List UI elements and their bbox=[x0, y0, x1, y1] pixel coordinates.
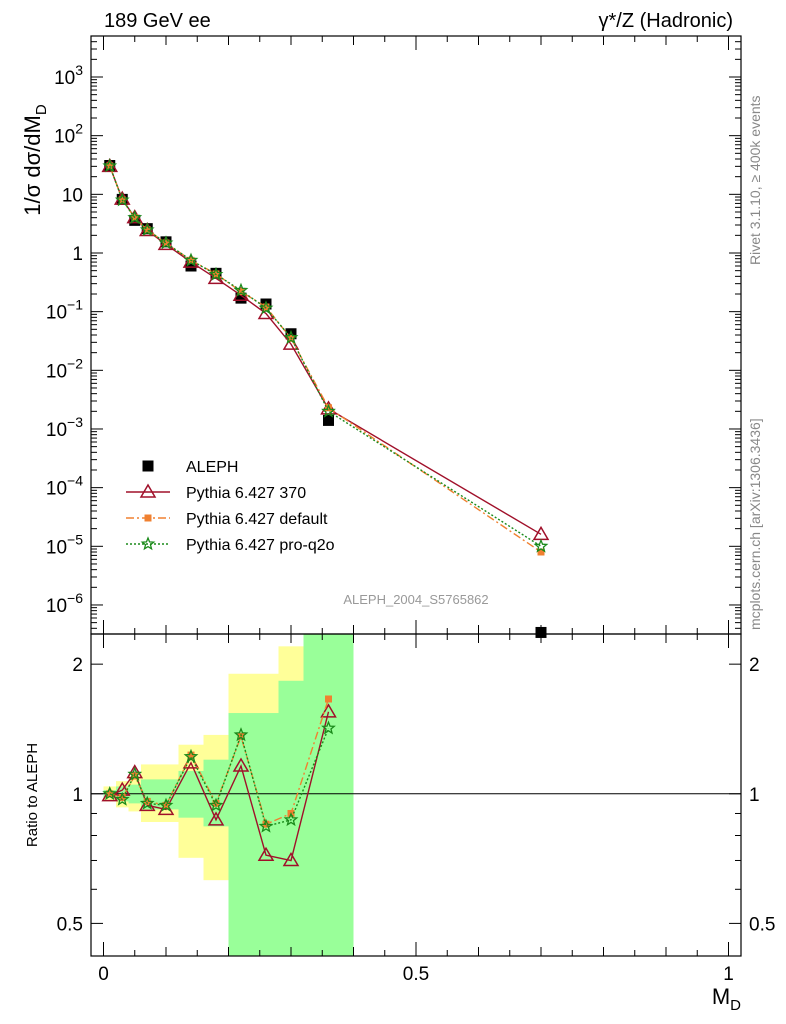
main-y-tick-label: 103 bbox=[54, 62, 83, 89]
ratio-series-2-point bbox=[321, 720, 336, 735]
ratio-band-stat-9 bbox=[303, 633, 354, 957]
main-series-3-point bbox=[139, 222, 155, 237]
ratio-series-1-point bbox=[106, 790, 114, 798]
main-y-axis-label: 1/σ dσ/dMD bbox=[20, 104, 50, 216]
main-series-0-point bbox=[185, 260, 197, 272]
main-y-tick-label: 10−6 bbox=[46, 590, 83, 617]
main-series-0-point bbox=[285, 328, 297, 340]
main-series-3-line bbox=[109, 165, 542, 547]
main-series-3-point bbox=[233, 282, 249, 297]
main-series-3-point bbox=[321, 403, 336, 418]
ratio-y-tick-label: 2 bbox=[72, 655, 83, 676]
ratio-series-0-point bbox=[282, 851, 300, 867]
main-y-tick-label: 10−5 bbox=[46, 531, 83, 558]
main-series-0-point bbox=[323, 414, 334, 426]
ratio-series-0-line bbox=[109, 711, 330, 862]
x-axis-label: MD bbox=[712, 984, 741, 1014]
ratio-series-1-point bbox=[143, 797, 151, 805]
legend-label-3: Pythia 6.427 pro-q2o bbox=[186, 537, 335, 554]
axis-labels: 1/σ dσ/dMD Ratio to ALEPH MD bbox=[20, 104, 741, 1014]
ratio-series-1-point bbox=[118, 794, 126, 802]
ratio-series-2-point bbox=[127, 766, 143, 781]
main-y-tick-label: 102 bbox=[54, 121, 83, 148]
legend-label-1: Pythia 6.427 370 bbox=[186, 485, 306, 502]
ratio-series-1-point bbox=[187, 751, 195, 759]
main-series-1-line bbox=[109, 166, 542, 535]
legend-label-2: Pythia 6.427 default bbox=[186, 511, 328, 528]
ratio-series-2-point bbox=[258, 818, 274, 833]
main-series-0-point bbox=[535, 626, 547, 638]
main-series-2-point bbox=[237, 288, 245, 296]
ratio-uncertainty-bands bbox=[91, 633, 741, 957]
legend-marker-2 bbox=[144, 514, 152, 522]
ratio-band-stat-7 bbox=[228, 713, 279, 957]
ratio-y-tick-label-right: 1 bbox=[749, 785, 760, 806]
legend-marker-1 bbox=[139, 483, 157, 498]
main-y-tick-label: 10 bbox=[62, 185, 83, 206]
main-y-tick-label: 1 bbox=[72, 244, 83, 265]
ratio-series-1-point bbox=[325, 695, 332, 703]
main-series-2-point bbox=[325, 404, 332, 412]
main-series-2-point bbox=[262, 303, 270, 311]
header-right-label: γ*/Z (Hadronic) bbox=[599, 10, 733, 32]
main-series-3-point bbox=[208, 266, 224, 281]
ratio-series-2-point bbox=[102, 786, 118, 801]
main-series-3-point bbox=[102, 158, 118, 173]
ratio-series-2-point bbox=[183, 748, 199, 763]
rivet-side-label: Rivet 3.1.10, ≥ 400k events bbox=[747, 95, 763, 265]
ratio-series-0-point bbox=[257, 846, 275, 861]
ratio-series-0-point bbox=[320, 703, 337, 718]
main-panel-series bbox=[101, 157, 550, 638]
ratio-series-2-point bbox=[233, 727, 249, 742]
ratio-series-2-point bbox=[208, 797, 224, 812]
main-series-2-point bbox=[162, 239, 170, 247]
ratio-series-2-point bbox=[283, 812, 299, 827]
main-series-3-point bbox=[283, 329, 299, 344]
ratio-series-2-point bbox=[114, 791, 130, 806]
ratio-series-2-point bbox=[139, 795, 155, 810]
ratio-panel-series bbox=[101, 695, 337, 867]
legend: ALEPH Pythia 6.427 370 Pythia 6.427 defaul… bbox=[126, 459, 335, 554]
watermark: ALEPH_2004_S5765862 bbox=[343, 592, 488, 607]
ratio-y-tick-label: 0.5 bbox=[57, 914, 83, 935]
main-series-3-point bbox=[127, 209, 143, 224]
legend-marker-3 bbox=[140, 536, 156, 551]
main-series-3-point bbox=[114, 192, 130, 207]
ratio-series-0-point bbox=[207, 811, 225, 826]
main-series-0-point bbox=[235, 292, 247, 304]
main-y-tick-label: 10−4 bbox=[46, 473, 83, 500]
main-series-2-point bbox=[143, 226, 151, 234]
ratio-series-0-point bbox=[232, 757, 250, 772]
ratio-band-stat-6 bbox=[203, 759, 229, 827]
ratio-series-2-point bbox=[158, 797, 174, 812]
ratio-series-2-line bbox=[109, 727, 330, 828]
main-series-1-point bbox=[532, 525, 550, 541]
x-tick-label: 1 bbox=[723, 964, 734, 985]
main-series-3-point bbox=[158, 235, 174, 250]
ratio-band-stat-8 bbox=[278, 680, 304, 957]
main-y-tick-label: 10−2 bbox=[46, 355, 83, 382]
mcplots-side-label: mcplots.cern.ch [arXiv:1306.3436] bbox=[747, 418, 763, 630]
legend-label-0: ALEPH bbox=[186, 459, 238, 476]
ratio-y-tick-label-right: 0.5 bbox=[749, 914, 775, 935]
x-tick-label: 0 bbox=[98, 964, 109, 985]
main-y-tick-label: 10−3 bbox=[46, 414, 83, 441]
ratio-series-1-point bbox=[212, 799, 220, 807]
main-series-3-point bbox=[533, 538, 549, 553]
main-series-2-line bbox=[109, 165, 542, 553]
legend-marker-0 bbox=[142, 460, 154, 472]
header-left-label: 189 GeV ee bbox=[104, 10, 211, 32]
ratio-y-axis-label: Ratio to ALEPH bbox=[24, 743, 41, 847]
main-series-3-point bbox=[183, 252, 199, 267]
x-tick-label: 0.5 bbox=[403, 964, 429, 985]
main-series-2-point bbox=[537, 548, 545, 556]
ratio-y-tick-label-right: 2 bbox=[749, 655, 760, 676]
main-y-tick-label: 10−1 bbox=[46, 297, 83, 324]
ratio-y-tick-label: 1 bbox=[72, 785, 83, 806]
main-series-3-point bbox=[258, 300, 274, 315]
